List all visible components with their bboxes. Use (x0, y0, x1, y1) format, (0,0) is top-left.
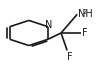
Text: NH: NH (78, 9, 92, 19)
Text: N: N (45, 20, 53, 30)
Text: F: F (82, 28, 87, 38)
Text: F: F (67, 52, 72, 62)
Text: 2: 2 (82, 9, 87, 15)
